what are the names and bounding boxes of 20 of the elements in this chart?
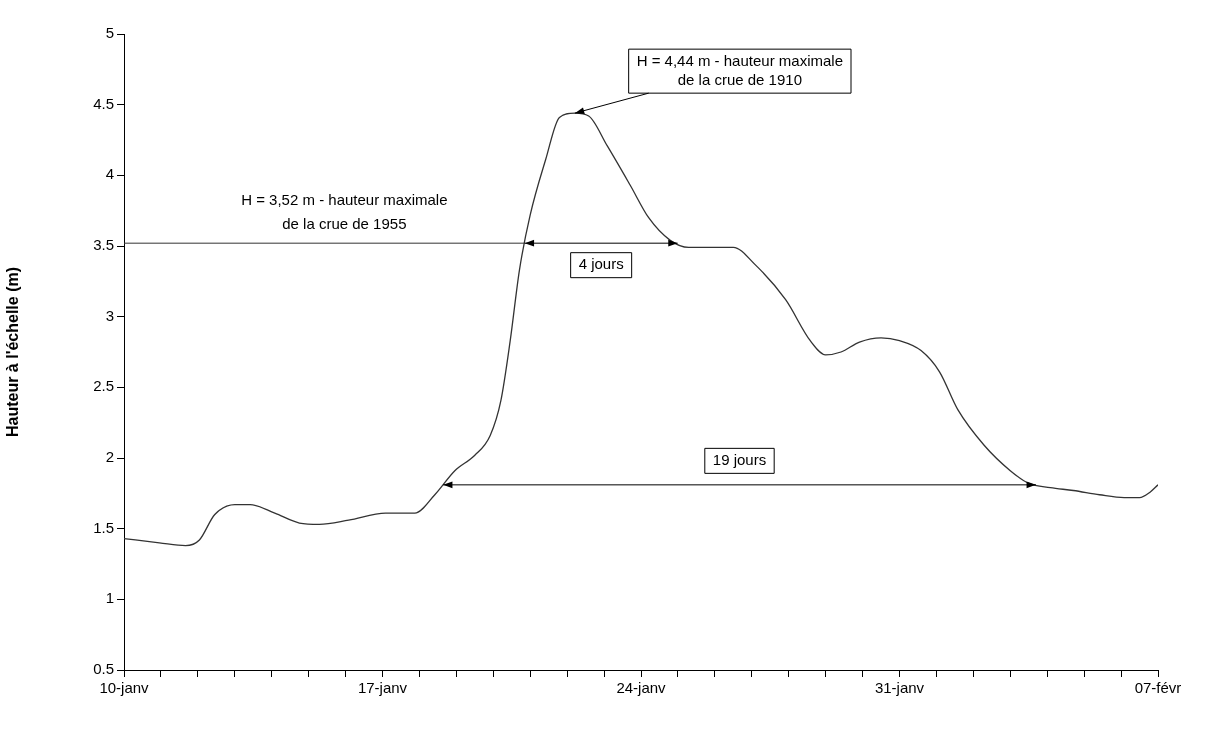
annotation: 4 jours bbox=[578, 255, 624, 273]
y-tick-label: 4.5 bbox=[93, 94, 114, 112]
y-tick-label: 3.5 bbox=[93, 236, 114, 254]
y-tick-label: 3 bbox=[105, 306, 114, 324]
ref-line-label: H = 3,52 m - hauteur maximale de la crue de 1955 bbox=[241, 191, 448, 233]
annotation: 19 jours bbox=[712, 450, 767, 468]
y-tick-label: 1 bbox=[105, 589, 114, 607]
y-tick-label: 1.5 bbox=[93, 518, 114, 536]
y-tick-label: 5 bbox=[105, 24, 114, 42]
x-tick-label: 31-janv bbox=[874, 679, 925, 697]
x-tick-label: 17-janv bbox=[357, 679, 408, 697]
y-tick-label: 2 bbox=[105, 448, 114, 466]
y-tick-label: 2.5 bbox=[93, 377, 114, 395]
y-axis-title: Hauteur à l'échelle (m) bbox=[4, 266, 22, 438]
y-tick-label: 0.5 bbox=[93, 660, 114, 678]
x-tick-label: 07-févr bbox=[1134, 679, 1182, 697]
x-tick-label: 10-janv bbox=[99, 679, 150, 697]
annotation: H = 4,44 m - hauteur maximale de la crue de 1910 bbox=[636, 51, 844, 88]
y-tick-label: 4 bbox=[105, 165, 114, 183]
x-tick-label: 24-janv bbox=[616, 679, 667, 697]
